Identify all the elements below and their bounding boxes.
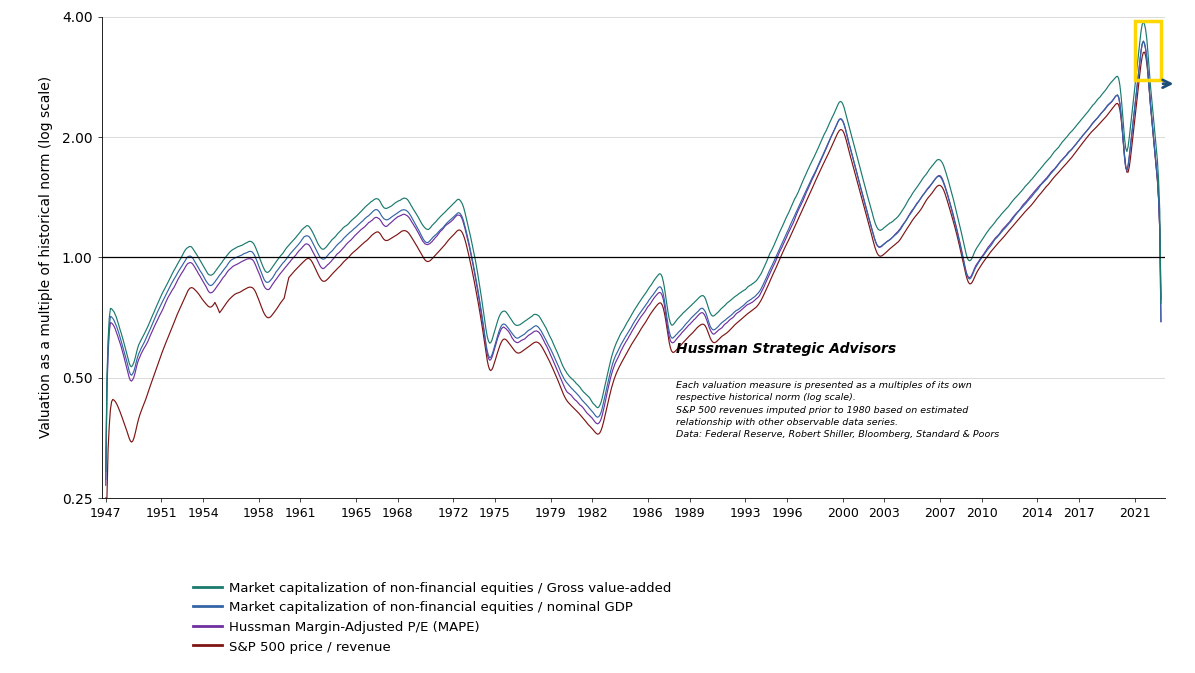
- Text: Hussman Strategic Advisors: Hussman Strategic Advisors: [675, 343, 896, 357]
- Legend: Market capitalization of non-financial equities / Gross value-added, Market capi: Market capitalization of non-financial e…: [194, 581, 672, 653]
- Text: Each valuation measure is presented as a multiples of its own
respective histori: Each valuation measure is presented as a…: [675, 381, 999, 439]
- Y-axis label: Valuation as a multiple of historical norm (log scale): Valuation as a multiple of historical no…: [39, 76, 54, 439]
- Bar: [1134, 22, 1162, 80]
